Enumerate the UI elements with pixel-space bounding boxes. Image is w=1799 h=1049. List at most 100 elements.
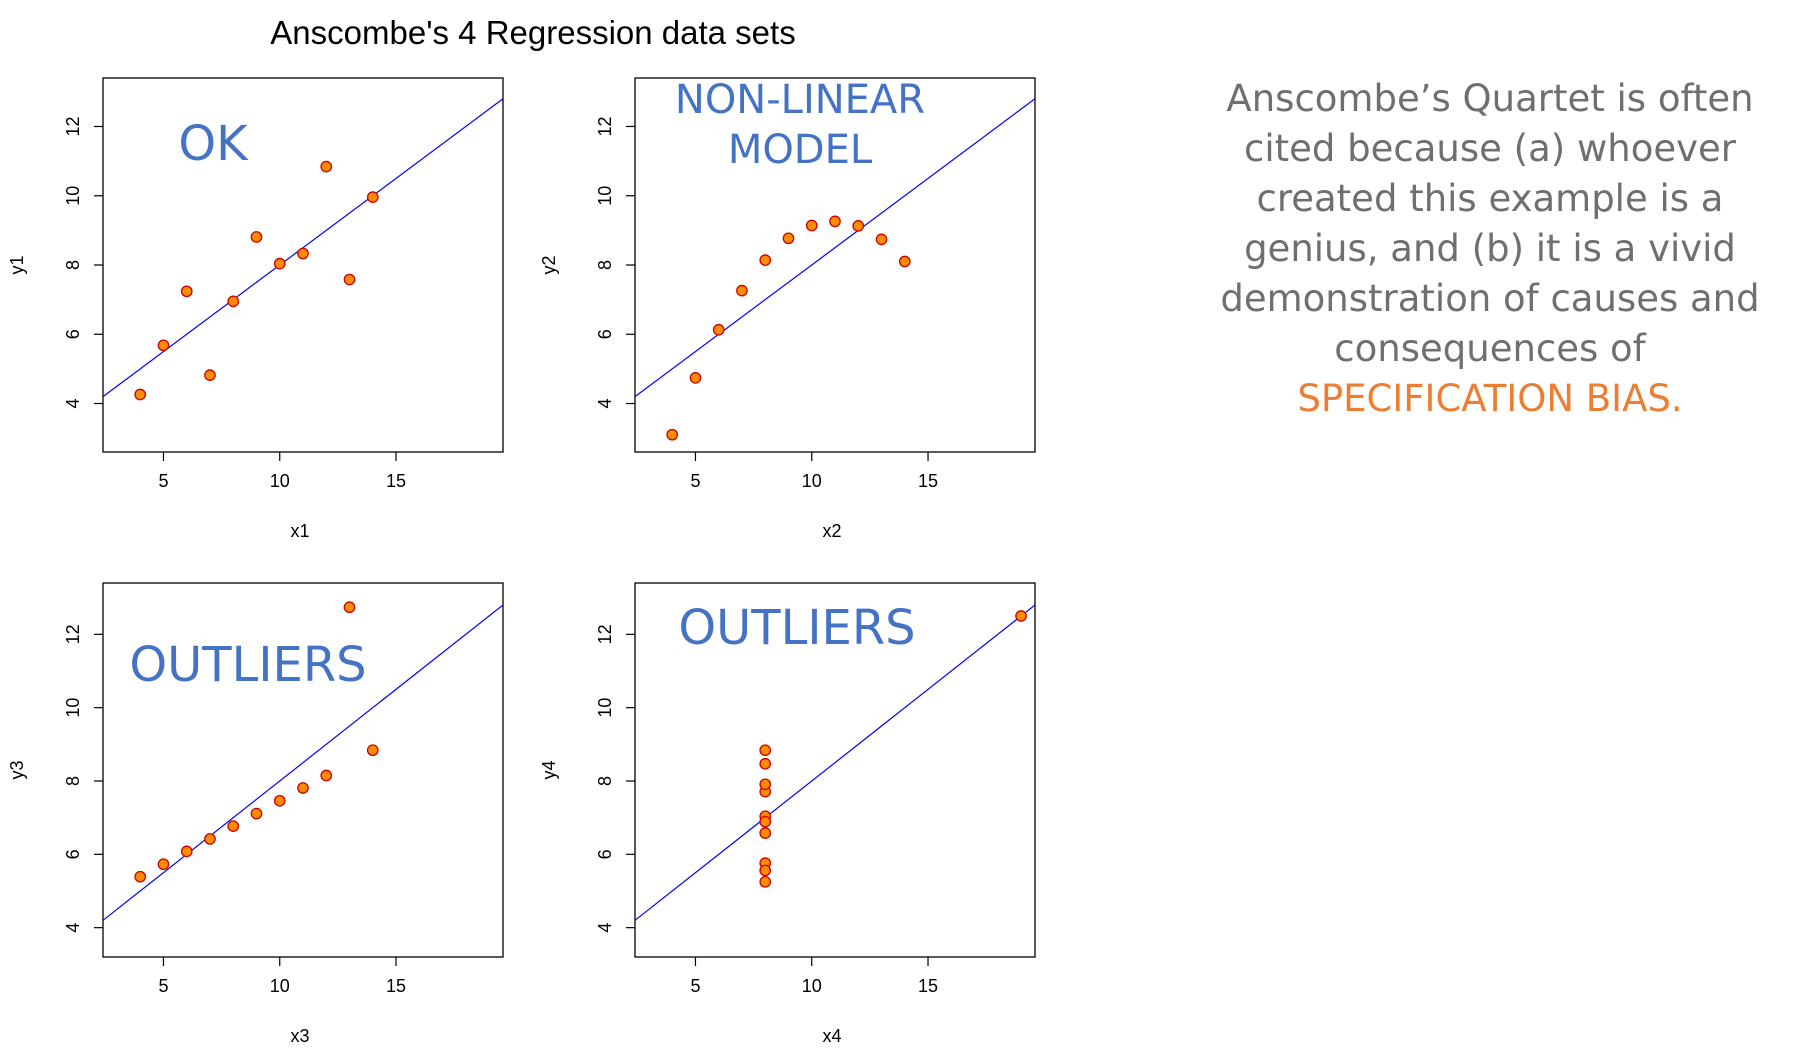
data-point	[320, 769, 333, 782]
panel-annotation: NON-LINEAR MODEL	[675, 77, 925, 173]
x-tick-label: 10	[802, 976, 822, 996]
caption-block: Anscombe’s Quartet is often cited becaus…	[1190, 74, 1790, 424]
data-point	[875, 233, 888, 246]
panel-annotation: OK	[178, 116, 249, 172]
y-tick-label: 12	[595, 624, 615, 644]
data-point	[134, 870, 147, 883]
data-point	[736, 284, 748, 297]
x-tick-label: 5	[690, 976, 700, 996]
data-point	[227, 295, 240, 308]
plot-frame	[102, 582, 504, 958]
regression-line	[103, 98, 503, 398]
data-point	[759, 778, 772, 791]
y-tick-label: 8	[595, 776, 615, 786]
x-tick-label: 10	[270, 471, 290, 491]
x-tick-label: 15	[918, 976, 938, 996]
y-tick-label: 4	[63, 923, 83, 933]
scatter-panel-2: 5 10 15 4 6 8 10 12 x2 y2 NON-LINEAR MODEL	[539, 77, 1036, 541]
data-point	[250, 807, 263, 820]
y-tick-label: 6	[63, 849, 83, 859]
x-tick-label: 15	[918, 471, 938, 491]
x-tick-label: 15	[386, 471, 406, 491]
data-point	[666, 428, 679, 441]
y-tick-label: 12	[595, 116, 615, 136]
plot-frame	[634, 582, 1036, 958]
y-tick-label: 6	[595, 849, 615, 859]
data-point	[712, 323, 725, 336]
y-axis-label: y2	[539, 255, 559, 274]
data-point	[759, 815, 772, 828]
x-tick-label: 5	[158, 976, 168, 996]
y-tick-label: 4	[595, 399, 615, 409]
data-point	[829, 215, 841, 228]
data-point	[759, 827, 772, 839]
x-tick-label: 5	[158, 471, 168, 491]
caption-text: Anscombe’s Quartet is often cited becaus…	[1220, 77, 1760, 370]
y-tick-label: 8	[63, 260, 83, 270]
data-point	[204, 833, 216, 845]
x-tick-label: 15	[386, 976, 406, 996]
data-point	[759, 757, 772, 770]
y-axis-label: y3	[7, 760, 27, 779]
regression-line	[103, 604, 503, 921]
y-tick-label: 12	[63, 116, 83, 136]
scatter-panel-4: 5 10 15 4 6 8 10 12 x4 y4 OUTLIERS	[539, 582, 1036, 1046]
data-point	[343, 601, 356, 614]
data-point	[297, 247, 309, 260]
y-tick-label: 10	[63, 186, 83, 206]
x-tick-label: 5	[690, 471, 700, 491]
data-point	[852, 220, 865, 232]
x-axis-label: x2	[822, 521, 841, 541]
data-point	[273, 257, 286, 270]
y-tick-label: 6	[63, 329, 83, 339]
plot-frame	[102, 77, 504, 453]
data-point	[366, 744, 379, 757]
data-point	[759, 864, 772, 877]
regression-line	[635, 604, 1035, 921]
x-tick-label: 10	[270, 976, 290, 996]
panels: 5 10 15 4 6 8 10 12 x1 y1 OK 5 10 15 4 6 8 10 12 x2 y2 NON-LI…	[7, 77, 1036, 1046]
data-point	[366, 191, 379, 203]
y-tick-label: 8	[595, 260, 615, 270]
data-point	[1015, 610, 1027, 622]
data-point	[689, 372, 702, 384]
regression-line	[635, 98, 1035, 398]
y-tick-label: 8	[63, 776, 83, 786]
x-tick-label: 10	[802, 471, 822, 491]
data-point	[180, 285, 193, 298]
data-point	[157, 858, 170, 871]
y-tick-label: 6	[595, 329, 615, 339]
data-point	[782, 232, 795, 245]
panel-annotation: OUTLIERS	[129, 637, 366, 693]
data-point	[180, 845, 193, 858]
chart-title: Anscombe's 4 Regression data sets	[270, 14, 795, 51]
data-point	[273, 794, 286, 807]
x-axis-label: x3	[290, 1026, 309, 1046]
scatter-panel-3: 5 10 15 4 6 8 10 12 x3 y3 OUTLIERS	[7, 582, 504, 1046]
y-tick-label: 4	[595, 923, 615, 933]
data-point	[204, 369, 216, 381]
y-axis-label: y1	[7, 255, 27, 274]
y-tick-label: 10	[595, 186, 615, 206]
data-point	[343, 273, 356, 286]
y-tick-label: 12	[63, 624, 83, 644]
panel-annotation: OUTLIERS	[678, 600, 915, 656]
y-tick-label: 10	[595, 698, 615, 718]
y-axis-label: y4	[539, 760, 559, 779]
x-axis-label: x1	[290, 521, 309, 541]
data-point	[759, 744, 772, 757]
data-point	[297, 782, 309, 794]
data-point	[759, 254, 772, 267]
caption-highlight: SPECIFICATION BIAS.	[1297, 377, 1683, 420]
y-tick-label: 10	[63, 698, 83, 718]
data-point	[898, 255, 911, 268]
data-point	[759, 875, 772, 888]
data-point	[227, 820, 240, 832]
y-tick-label: 4	[63, 399, 83, 409]
data-point	[320, 160, 333, 173]
data-point	[805, 219, 818, 232]
data-point	[134, 388, 147, 401]
data-point	[157, 339, 170, 352]
scatter-panel-1: 5 10 15 4 6 8 10 12 x1 y1 OK	[7, 77, 504, 541]
